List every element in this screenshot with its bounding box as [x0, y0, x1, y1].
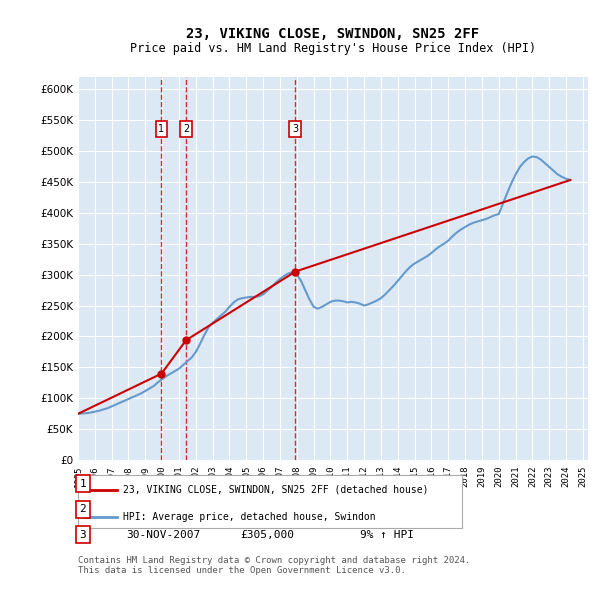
- Text: £139,950: £139,950: [240, 479, 294, 489]
- Text: 01-JUN-2001: 01-JUN-2001: [126, 504, 200, 514]
- Text: £194,000: £194,000: [240, 504, 294, 514]
- Text: 8% ↑ HPI: 8% ↑ HPI: [360, 504, 414, 514]
- Text: 9% ↑ HPI: 9% ↑ HPI: [360, 530, 414, 539]
- Text: Contains HM Land Registry data © Crown copyright and database right 2024.
This d: Contains HM Land Registry data © Crown c…: [78, 556, 470, 575]
- Text: £305,000: £305,000: [240, 530, 294, 539]
- Text: 17-DEC-1999: 17-DEC-1999: [126, 479, 200, 489]
- Text: 23, VIKING CLOSE, SWINDON, SN25 2FF (detached house): 23, VIKING CLOSE, SWINDON, SN25 2FF (det…: [123, 485, 428, 494]
- Text: 1: 1: [79, 479, 86, 489]
- Text: Price paid vs. HM Land Registry's House Price Index (HPI): Price paid vs. HM Land Registry's House …: [130, 42, 536, 55]
- Text: 2: 2: [183, 124, 189, 135]
- Text: 4% ↓ HPI: 4% ↓ HPI: [360, 479, 414, 489]
- Text: HPI: Average price, detached house, Swindon: HPI: Average price, detached house, Swin…: [123, 513, 376, 522]
- Text: 3: 3: [292, 124, 299, 135]
- Text: 30-NOV-2007: 30-NOV-2007: [126, 530, 200, 539]
- Text: 1: 1: [158, 124, 164, 135]
- Text: 3: 3: [79, 530, 86, 539]
- Text: 2: 2: [79, 504, 86, 514]
- Text: 23, VIKING CLOSE, SWINDON, SN25 2FF: 23, VIKING CLOSE, SWINDON, SN25 2FF: [187, 27, 479, 41]
